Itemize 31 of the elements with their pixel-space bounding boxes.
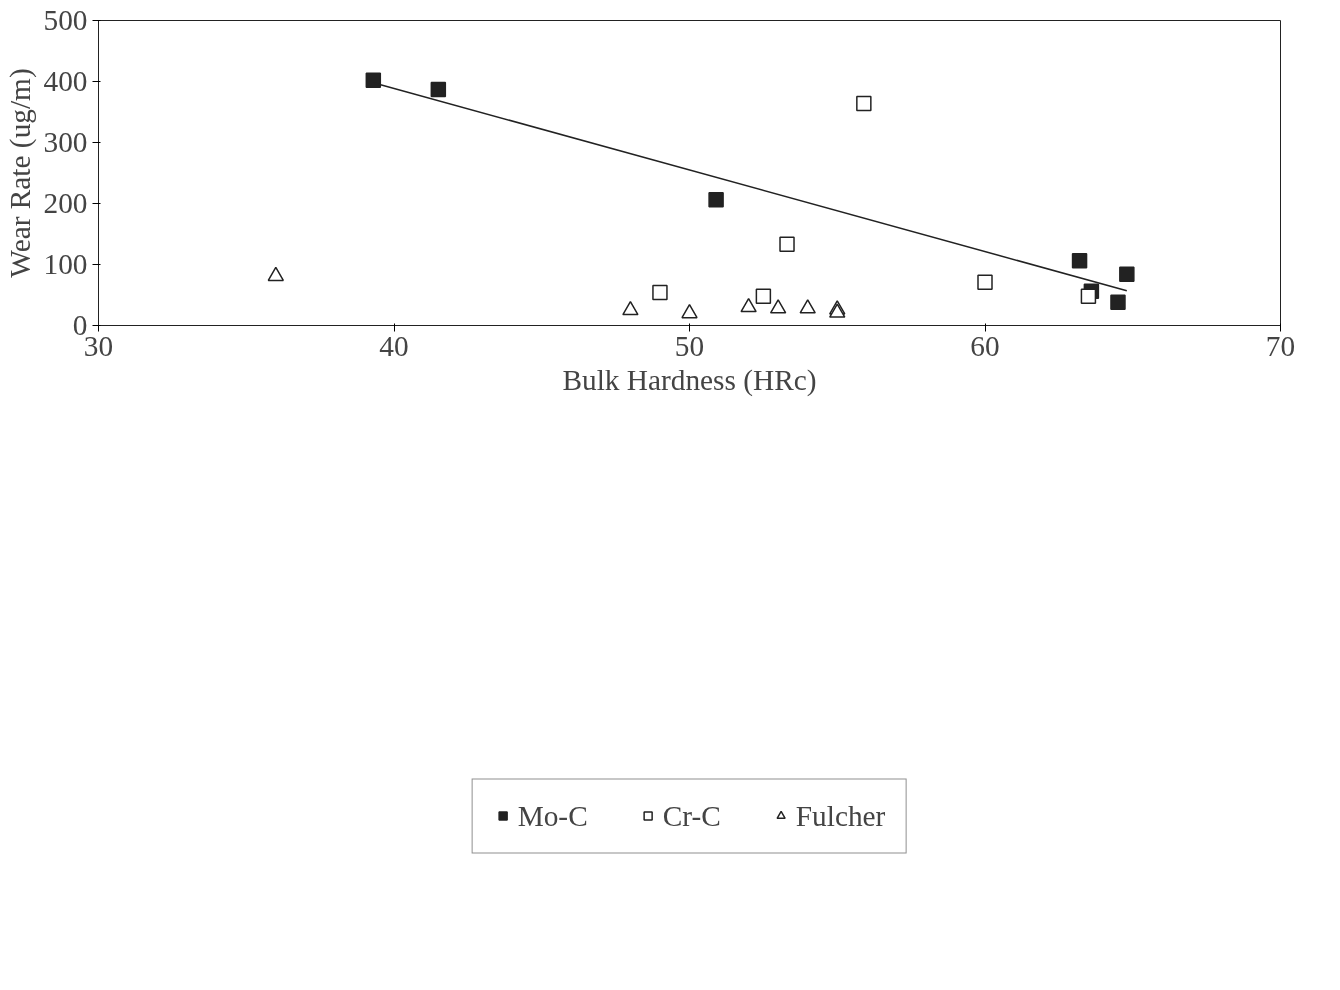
y-tick-label: 300 [43, 126, 88, 158]
point [856, 95, 872, 112]
y-tick-label: 400 [43, 65, 88, 97]
x-tick-label: 60 [970, 329, 1000, 362]
point [799, 299, 816, 314]
point [708, 192, 724, 208]
y-axis-title: Wear Rate (ug/m) [3, 68, 37, 278]
point [681, 303, 698, 319]
x-tick-label: 70 [1265, 329, 1296, 362]
point [740, 297, 757, 313]
y-tick-label: 500 [43, 4, 88, 36]
point [977, 274, 993, 290]
y-tick-label: 200 [43, 187, 88, 219]
x-tick-label: 40 [379, 329, 409, 362]
y-tick-label: 100 [43, 248, 88, 280]
legend-label: Fulcher [795, 799, 886, 833]
point [755, 288, 772, 304]
point [267, 266, 285, 282]
point [769, 299, 787, 314]
point [622, 300, 639, 316]
x-tick-label: 50 [674, 329, 705, 362]
point [1119, 266, 1135, 283]
point [1071, 253, 1088, 269]
x-axis-title: Bulk Hardness (HRc) [562, 363, 817, 397]
legend-label: Mo-C [517, 799, 588, 833]
legend-label: Cr-C [662, 799, 721, 833]
point [430, 81, 447, 98]
point [652, 284, 668, 301]
point [1110, 294, 1126, 311]
point [1080, 288, 1097, 304]
point [779, 236, 795, 253]
